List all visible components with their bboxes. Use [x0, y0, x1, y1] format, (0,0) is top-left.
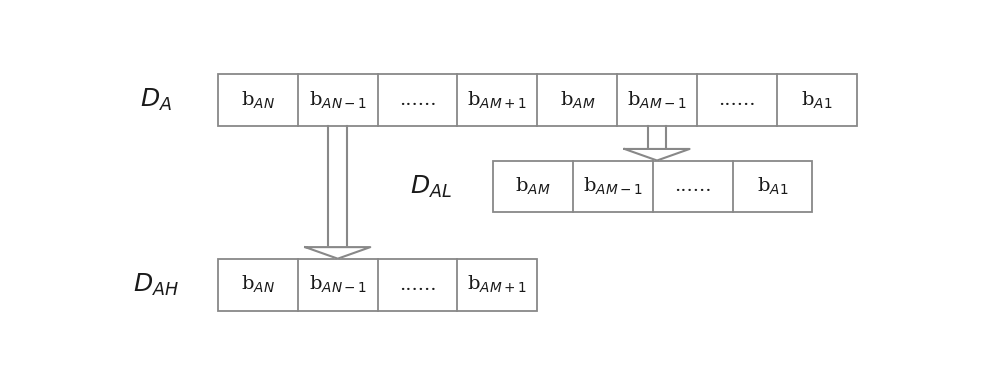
- Text: b$_{AN-1}$: b$_{AN-1}$: [309, 89, 367, 111]
- Text: b$_{AM+1}$: b$_{AM+1}$: [467, 89, 527, 111]
- Text: b$_{A1}$: b$_{A1}$: [801, 89, 832, 111]
- Text: ......: ......: [674, 177, 711, 195]
- Text: b$_{AM-1}$: b$_{AM-1}$: [583, 176, 643, 197]
- Text: b$_{AN-1}$: b$_{AN-1}$: [309, 274, 367, 296]
- Text: b$_{AM+1}$: b$_{AM+1}$: [467, 274, 527, 296]
- Text: b$_{AN}$: b$_{AN}$: [241, 89, 275, 111]
- Text: b$_{AN}$: b$_{AN}$: [241, 274, 275, 296]
- Polygon shape: [305, 247, 370, 259]
- Bar: [218, 259, 537, 310]
- Bar: [493, 160, 812, 213]
- Text: $D_{AH}$: $D_{AH}$: [133, 272, 179, 298]
- Polygon shape: [624, 149, 690, 160]
- Text: ......: ......: [399, 91, 436, 109]
- Text: b$_{A1}$: b$_{A1}$: [757, 176, 788, 197]
- Text: $D_{AL}$: $D_{AL}$: [410, 173, 452, 200]
- Text: b$_{AM}$: b$_{AM}$: [515, 176, 551, 197]
- Text: ......: ......: [718, 91, 756, 109]
- Text: ......: ......: [399, 276, 436, 294]
- Text: b$_{AM-1}$: b$_{AM-1}$: [627, 89, 687, 111]
- Text: b$_{AM}$: b$_{AM}$: [560, 89, 595, 111]
- Text: $D_A$: $D_A$: [140, 87, 172, 113]
- Bar: [218, 74, 857, 126]
